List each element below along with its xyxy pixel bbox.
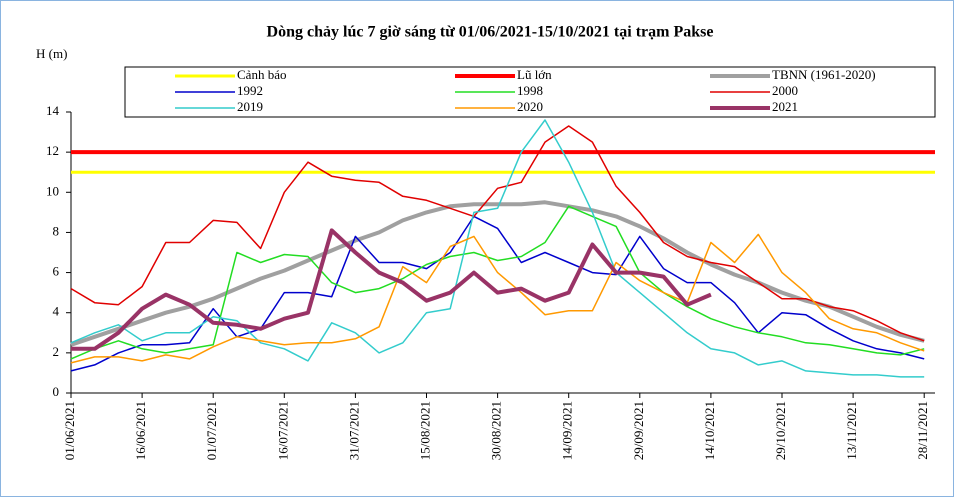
legend-label: 1992 (237, 83, 263, 98)
y-tick-label: 12 (46, 143, 59, 158)
series-line (70, 233, 925, 364)
legend-label: 1998 (517, 83, 543, 98)
x-tick-label: 16/06/2021 (133, 401, 148, 460)
x-tick-label: 14/09/2021 (560, 401, 575, 460)
y-axis-title: H (m) (36, 46, 67, 61)
series-line (70, 215, 925, 372)
x-tick-label: 30/08/2021 (489, 401, 504, 460)
x-tick-label: 01/07/2021 (204, 401, 219, 460)
legend-label: Cảnh báo (237, 67, 286, 82)
legend-label: 2021 (772, 99, 798, 114)
x-tick-label: 31/07/2021 (346, 401, 361, 460)
legend-label: Lũ lớn (517, 67, 552, 82)
x-tick-label: 15/08/2021 (417, 401, 432, 460)
legend-label: 2019 (237, 99, 263, 114)
legend-label: 2020 (517, 99, 543, 114)
series-line (70, 205, 925, 360)
series-line (70, 200, 925, 347)
y-tick-label: 2 (53, 344, 60, 359)
legend-box (124, 66, 936, 118)
y-tick-label: 14 (46, 103, 60, 118)
y-tick-label: 6 (53, 264, 60, 279)
series-line (71, 228, 712, 351)
series-line (70, 125, 925, 342)
legend-label: TBNN (1961-2020) (772, 67, 876, 82)
legend-label: 2000 (772, 83, 798, 98)
y-tick-label: 4 (53, 304, 60, 319)
x-tick-label: 16/07/2021 (275, 401, 290, 460)
chart-title: Dòng chảy lúc 7 giờ sáng từ 01/06/2021-1… (267, 24, 714, 41)
x-tick-label: 01/06/2021 (62, 401, 77, 460)
x-tick-label: 29/10/2021 (773, 401, 788, 460)
y-tick-label: 10 (46, 183, 59, 198)
x-tick-label: 14/10/2021 (702, 401, 717, 460)
x-tick-label: 13/11/2021 (844, 401, 859, 460)
y-tick-label: 0 (53, 384, 60, 399)
x-tick-label: 28/11/2021 (915, 401, 930, 460)
x-tick-label: 29/09/2021 (631, 401, 646, 460)
series-line (70, 119, 925, 378)
y-tick-label: 8 (53, 223, 60, 238)
